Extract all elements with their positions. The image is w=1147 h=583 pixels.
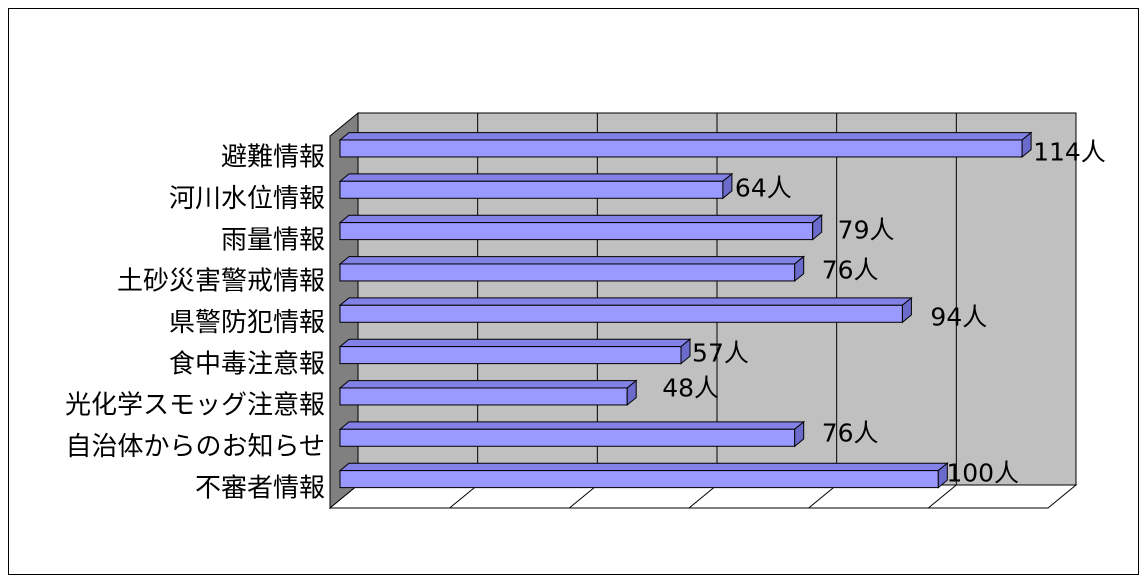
bar-front-face [339, 139, 1023, 158]
category-label: 雨量情報 [221, 225, 325, 255]
bar-7 [338, 379, 638, 407]
bar-end-face [812, 214, 823, 241]
bar-top-face [338, 380, 638, 389]
bar-end-face [680, 338, 691, 365]
category-labels: 避難情報河川水位情報雨量情報土砂災害警戒情報県警防犯情報食中毒注意報光化学スモッ… [65, 143, 325, 504]
bar-front-face [339, 470, 939, 489]
category-label: 避難情報 [221, 143, 325, 173]
data-label: 76人 [822, 418, 879, 447]
category-label: 土砂災害警戒情報 [117, 267, 325, 297]
bar-top-face [338, 173, 734, 182]
gridline-floor [449, 484, 478, 509]
bar-top-face [338, 214, 824, 224]
bar-4 [338, 255, 806, 283]
data-label: 79人 [838, 216, 895, 245]
bar-top-face [338, 297, 913, 306]
data-label: 94人 [930, 302, 987, 331]
category-label: 食中毒注意報 [169, 349, 325, 379]
gridline-floor [808, 484, 837, 509]
bar-front-face [339, 304, 903, 323]
bar-front-face [339, 222, 814, 241]
bar-end-face [901, 296, 912, 324]
data-label: 57人 [692, 339, 749, 368]
category-label: 不審者情報 [195, 473, 325, 503]
data-label: 114人 [1033, 137, 1106, 166]
data-label: 100人 [946, 459, 1019, 488]
bar-top-face [338, 462, 949, 472]
gridline-floor [688, 484, 718, 509]
data-label: 64人 [735, 173, 792, 202]
bar-top-face [338, 256, 806, 265]
bar-2 [338, 172, 734, 200]
bar-top-face [338, 338, 692, 348]
category-label: 河川水位情報 [169, 184, 325, 214]
bar-front-face [339, 428, 796, 447]
bar-top-face [338, 421, 806, 430]
gridline-floor [928, 484, 957, 509]
bar-8 [338, 420, 806, 448]
category-label: 光化学スモッグ注意報 [65, 391, 325, 421]
bar-front-face [339, 180, 724, 199]
bar-5 [338, 296, 913, 324]
gridline-floor [569, 484, 598, 509]
bar-1 [338, 131, 1033, 159]
data-label: 76人 [822, 255, 879, 284]
bar-front-face [339, 387, 628, 406]
category-label: 県警防犯情報 [169, 308, 325, 338]
bar-top-face [338, 132, 1033, 141]
category-label: 自治体からのお知らせ [66, 432, 325, 462]
bar-9 [338, 462, 949, 489]
bar-end-face [794, 255, 805, 283]
bar-3 [338, 214, 824, 241]
bar-end-face [1021, 131, 1032, 159]
bar-front-face [339, 263, 796, 282]
bar-end-face [626, 379, 637, 407]
bar-front-face [339, 346, 682, 365]
bar-6 [338, 338, 692, 365]
bar-end-face [794, 420, 805, 448]
data-labels: 114人 64人 79人 76人 94人 57人 48人 76人 100人 [662, 137, 1106, 487]
bar-end-face [937, 462, 948, 489]
bars [338, 131, 1033, 489]
data-label: 48人 [662, 373, 719, 402]
bar-end-face [722, 172, 733, 200]
